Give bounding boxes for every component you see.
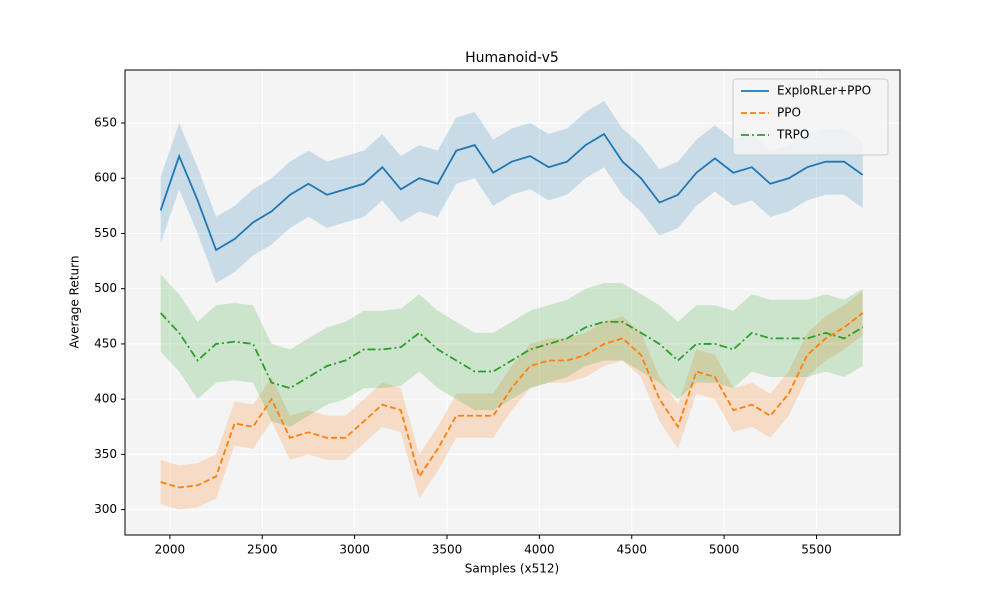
x-tick-label: 2000 xyxy=(155,543,186,557)
legend-box xyxy=(732,78,889,156)
x-axis-label: Samples (x512) xyxy=(465,562,559,576)
x-tick-label: 4500 xyxy=(616,543,647,557)
chart-title: Humanoid-v5 xyxy=(465,50,559,66)
y-tick-label: 500 xyxy=(94,281,117,295)
legend-label: TRPO xyxy=(776,128,809,142)
legend-label: PPO xyxy=(777,106,801,120)
y-tick-label: 600 xyxy=(94,171,117,185)
y-axis-label: Average Return xyxy=(68,256,82,349)
x-tick-label: 3000 xyxy=(339,543,370,557)
plot-frame xyxy=(124,69,901,536)
y-tick-label: 450 xyxy=(94,336,117,350)
y-tick-label: 300 xyxy=(94,502,117,516)
y-tick-label: 350 xyxy=(94,447,117,461)
y-tick-label: 400 xyxy=(94,392,117,406)
band xyxy=(160,274,863,427)
x-tick-label: 5500 xyxy=(801,543,832,557)
x-tick-label: 4000 xyxy=(524,543,555,557)
legend: ExploRLer+PPO PPO TRPO xyxy=(732,78,889,156)
series-line xyxy=(159,312,864,390)
bands xyxy=(160,100,863,510)
x-tick-label: 3500 xyxy=(432,543,463,557)
series-line xyxy=(160,312,864,489)
x-tick-label: 2500 xyxy=(247,543,278,557)
band xyxy=(160,290,863,510)
y-tick-label: 550 xyxy=(94,226,117,240)
legend-label: ExploRLer+PPO xyxy=(777,84,871,98)
band xyxy=(160,100,863,284)
x-tick-label: 5000 xyxy=(709,543,740,557)
lines xyxy=(159,132,864,489)
series-line xyxy=(159,132,864,252)
y-tick-label: 650 xyxy=(94,116,117,130)
